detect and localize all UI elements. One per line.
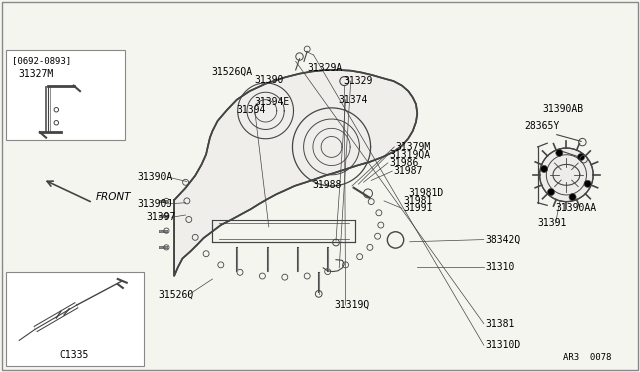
Text: 31526Q: 31526Q — [159, 290, 194, 299]
Text: 31526QA: 31526QA — [211, 67, 252, 76]
Text: 31374: 31374 — [338, 95, 367, 105]
Text: 31988: 31988 — [312, 180, 342, 190]
Circle shape — [540, 148, 593, 202]
Text: 28365Y: 28365Y — [525, 121, 560, 131]
Text: 31390AA: 31390AA — [556, 203, 596, 212]
Text: 31991: 31991 — [403, 203, 433, 213]
Text: 31394: 31394 — [237, 105, 266, 115]
Text: FRONT: FRONT — [96, 192, 131, 202]
Text: 31379M: 31379M — [396, 142, 431, 152]
Text: 31329: 31329 — [343, 76, 372, 86]
Text: [0692-0893]: [0692-0893] — [12, 56, 70, 65]
Text: 31397: 31397 — [146, 212, 175, 222]
Text: 31327M: 31327M — [18, 70, 53, 79]
Bar — [6, 50, 125, 140]
Text: 31391: 31391 — [538, 218, 567, 228]
Text: AR3  0078: AR3 0078 — [563, 353, 611, 362]
Text: 38342Q: 38342Q — [485, 235, 520, 244]
Text: 31390A: 31390A — [138, 172, 173, 182]
Circle shape — [541, 166, 548, 173]
Text: C1335: C1335 — [59, 350, 88, 360]
Circle shape — [584, 180, 591, 187]
Text: 31981: 31981 — [403, 196, 433, 206]
Text: 31390J: 31390J — [138, 199, 173, 209]
Text: 31981D: 31981D — [408, 189, 444, 198]
Text: 31319QA: 31319QA — [389, 150, 430, 160]
Text: 31390AB: 31390AB — [543, 105, 584, 114]
Text: 31319Q: 31319Q — [334, 300, 369, 310]
Circle shape — [548, 189, 554, 196]
Text: 31329A: 31329A — [307, 63, 342, 73]
Text: 31390: 31390 — [255, 76, 284, 85]
Text: 31310: 31310 — [485, 262, 515, 272]
Text: 31986: 31986 — [389, 158, 419, 168]
Polygon shape — [174, 70, 417, 276]
Text: 31394E: 31394E — [255, 97, 290, 107]
Bar — [6, 272, 144, 366]
Text: 31987: 31987 — [394, 166, 423, 176]
Text: 31310D: 31310D — [485, 340, 520, 350]
Circle shape — [577, 154, 584, 160]
Circle shape — [556, 150, 563, 156]
Circle shape — [569, 193, 576, 201]
Text: 31381: 31381 — [485, 319, 515, 328]
